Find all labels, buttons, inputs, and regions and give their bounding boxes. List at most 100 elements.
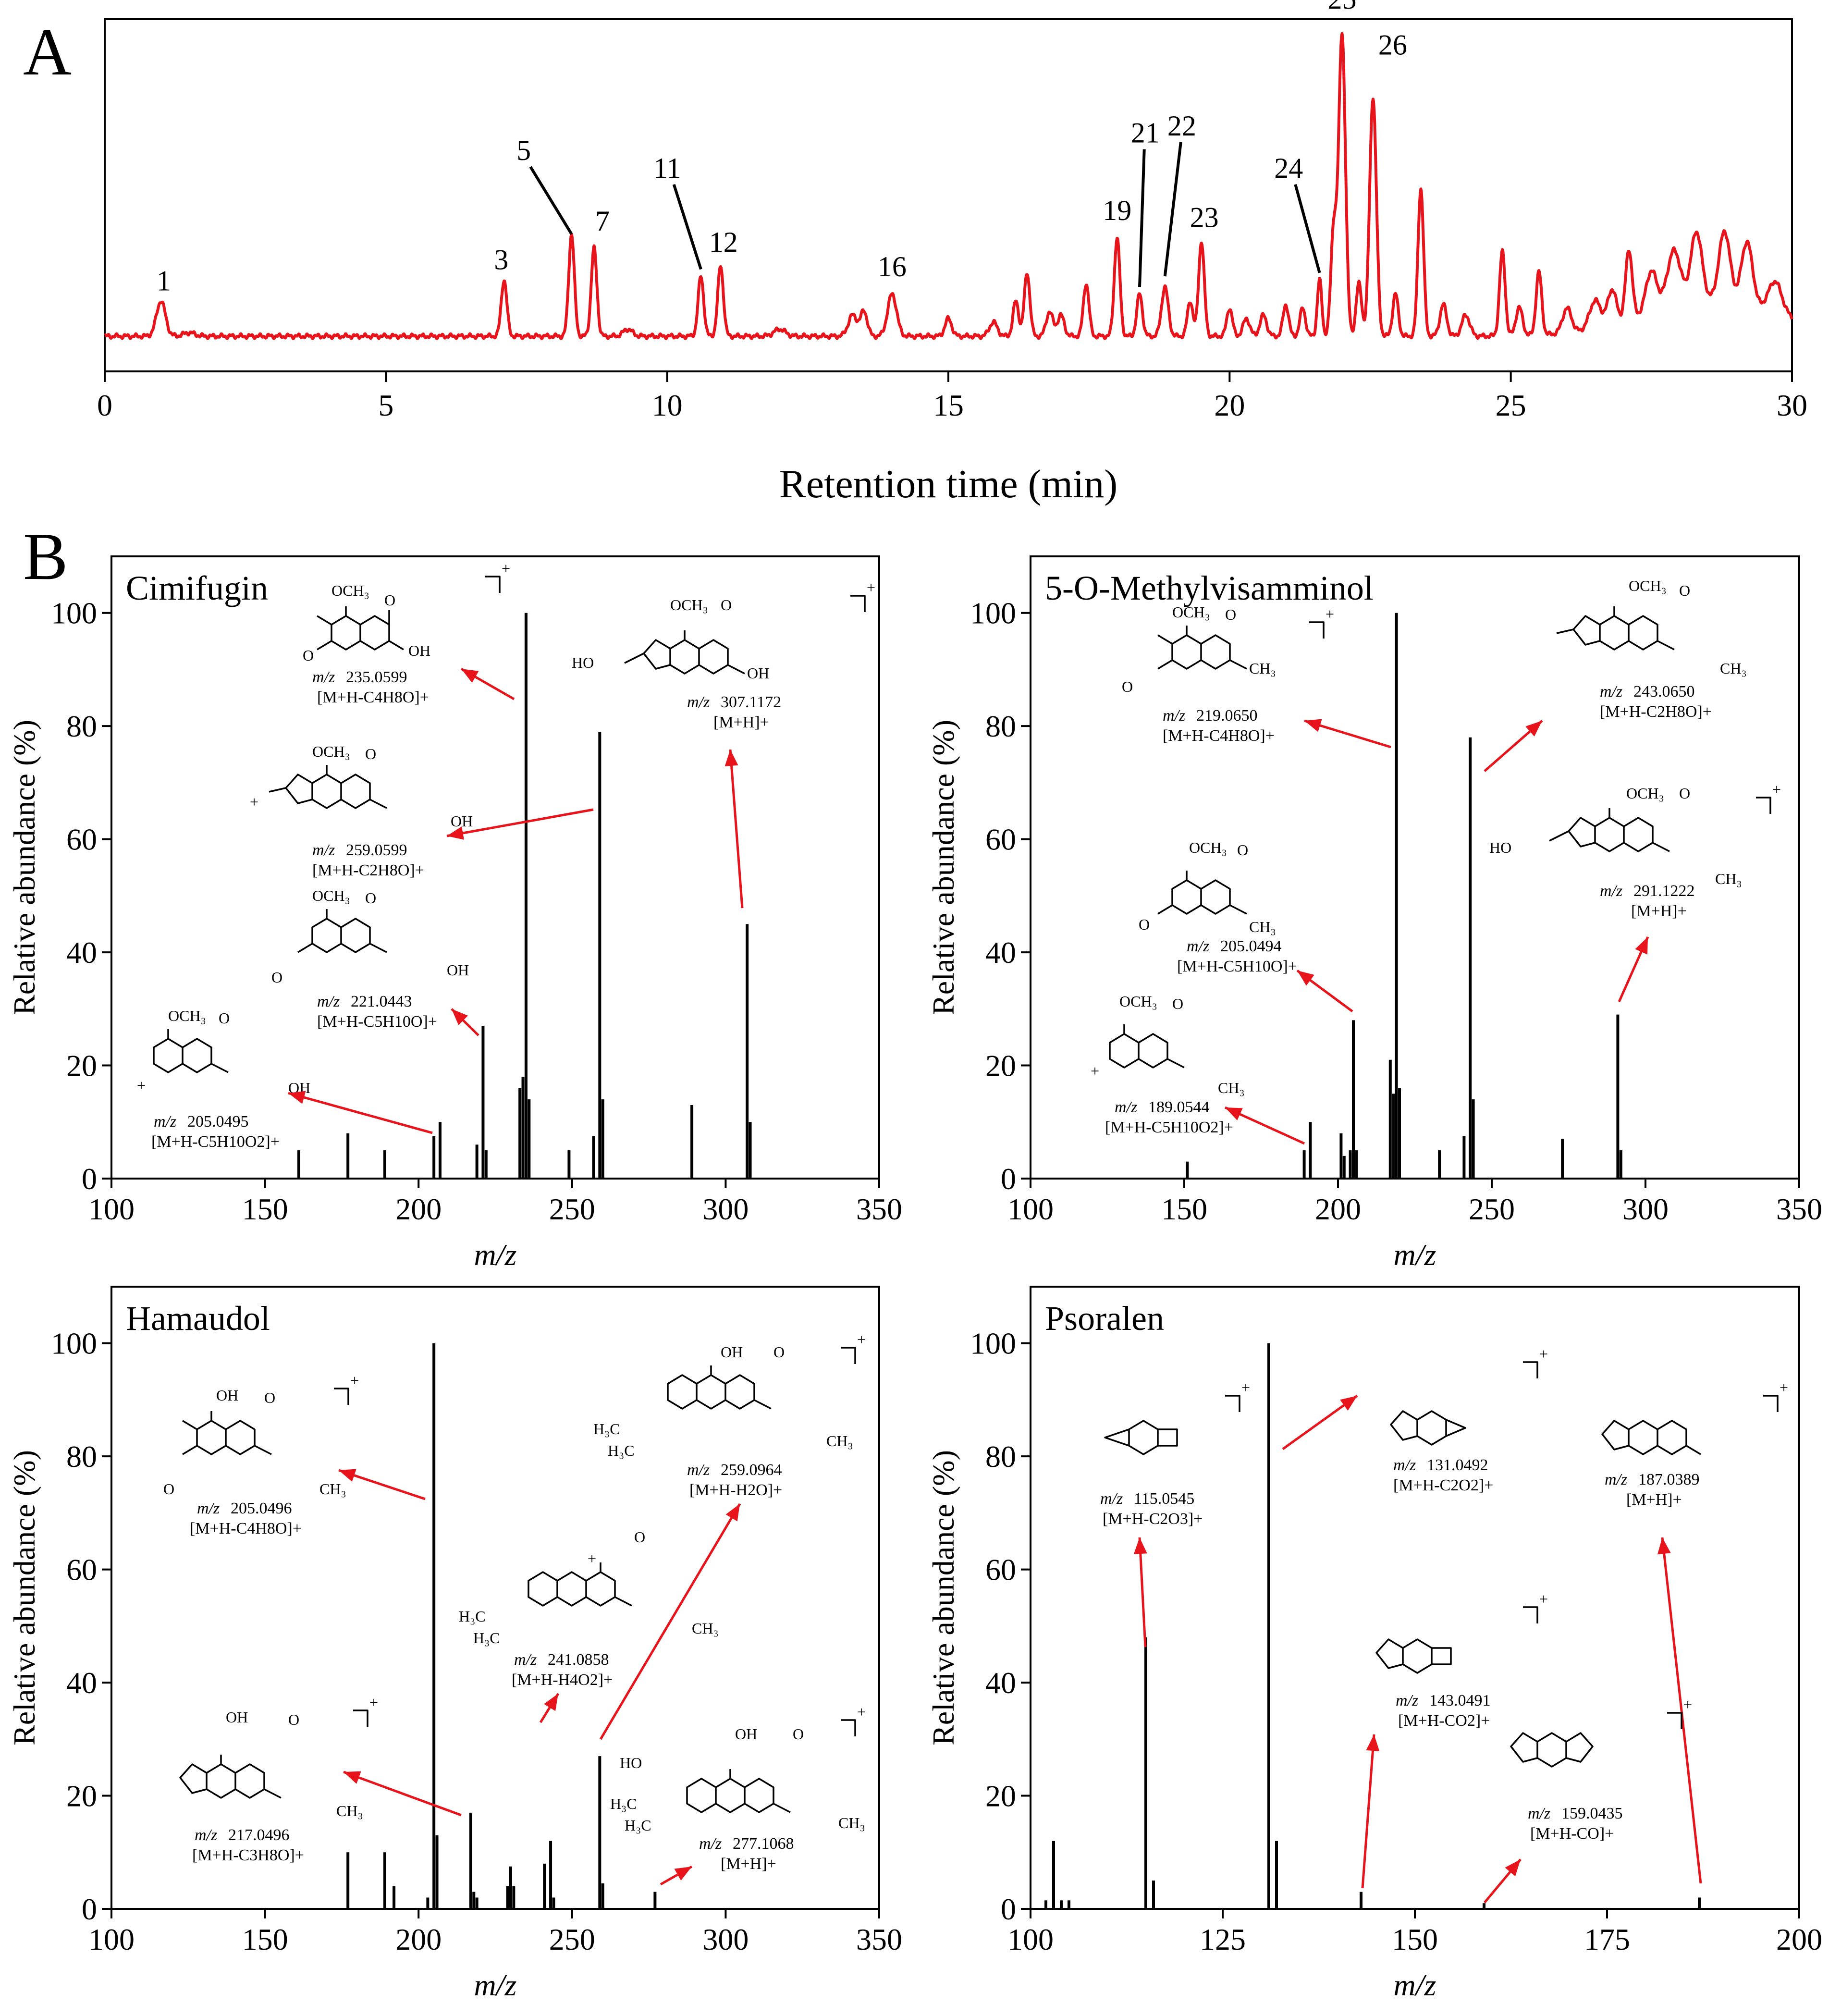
- x-tick-label: 350: [856, 1922, 902, 1956]
- fragment-mz: 221.0443: [351, 993, 412, 1010]
- cimifugin-fragment-307: OCH₃ O HO OH m/z 307.1172 [M+H]+: [572, 596, 781, 731]
- dihydrofurochromone-structure-icon: [1549, 808, 1670, 852]
- atom-label-plus: +: [588, 1550, 596, 1567]
- atom-label-o: O: [163, 1480, 174, 1498]
- arrowhead-icon: [1635, 937, 1648, 955]
- arrowhead-icon: [1505, 1859, 1521, 1877]
- fragment-arrow: [1138, 1537, 1147, 1647]
- dihydrofurochromone-structure-icon: [624, 630, 745, 675]
- x-tick-label: 25: [1496, 388, 1526, 422]
- atom-label-h3c: H₃C: [459, 1608, 486, 1625]
- x-tick-label: 300: [702, 1192, 749, 1226]
- fragment-ion: [M+H-C5H10O2]+: [151, 1133, 280, 1151]
- spectrum-cimifugin: 100 150 200 250 300 350 0 20 40 60 80 100 m/z Relativ…: [7, 555, 902, 1272]
- fragment-mz: 205.0496: [231, 1500, 292, 1517]
- atom-label-o: O: [773, 1343, 785, 1361]
- y-tick-label: 20: [66, 1779, 97, 1813]
- x-tick-label: 200: [1315, 1192, 1361, 1226]
- peak-leader-line: [529, 166, 573, 235]
- psoralen-fragment-115: m/z 115.0545 [M+H-C2O3]+: [1100, 1420, 1203, 1528]
- x-tick-label: 15: [933, 388, 964, 422]
- panel-label-b: B: [23, 519, 68, 594]
- peak-leader-line: [672, 184, 702, 270]
- ion-charge-icon: +: [1780, 1379, 1788, 1396]
- furochromone-structure-icon: [1556, 606, 1675, 651]
- ion-bracket-icon: [841, 1347, 856, 1364]
- compound-name: 5-O-Methylvisamminol: [1045, 569, 1374, 607]
- fragment-mz: 205.0494: [1220, 937, 1282, 955]
- atom-label-oh: OH: [747, 664, 769, 682]
- y-tick-label: 60: [66, 1553, 97, 1587]
- fragment-ion: [M+H-H2O]+: [689, 1481, 782, 1499]
- mz-prefix: m/z: [195, 1826, 217, 1844]
- ion-charge-icon: +: [502, 560, 510, 577]
- x-axis-title: m/z: [1394, 1238, 1436, 1272]
- atom-label-o: O: [1679, 582, 1690, 599]
- y-tick-label: 60: [985, 1553, 1016, 1587]
- arrowhead-icon: [725, 1504, 740, 1522]
- chromone-structure-icon: [182, 1411, 272, 1455]
- fragment-ion: [M+H-C4H8O]+: [190, 1520, 302, 1537]
- chromone-structure-icon: [1109, 1024, 1185, 1069]
- x-axis-title: Retention time (min): [779, 462, 1118, 506]
- arrowhead-icon: [447, 826, 464, 840]
- fragment-mz: 187.0389: [1638, 1471, 1700, 1488]
- atom-label-plus: +: [137, 1077, 146, 1094]
- methylvisamminol-fragment-219: OCH₃ O CH₃ O m/z 219.0650 [M+H-C4H8O]+: [1122, 603, 1276, 745]
- atom-label-oh: OH: [735, 1725, 757, 1743]
- fragment-ion: [M+H-C2H8O]+: [1600, 703, 1712, 721]
- fragment-ion: [M+H]+: [1631, 902, 1687, 920]
- compound-name: Hamaudol: [126, 1299, 270, 1338]
- methylvisamminol-fragment-205: OCH₃ O CH₃ O m/z 205.0494 [M+H-C5H10O]+: [1139, 839, 1297, 975]
- x-tick-label: 200: [1776, 1922, 1822, 1956]
- arrowhead-icon: [674, 1867, 692, 1881]
- ion-bracket-icon: [1523, 1361, 1538, 1378]
- fragment-arrow: [1361, 1734, 1375, 1889]
- arrowhead-icon: [1304, 719, 1322, 732]
- atom-label-ch3: CH₃: [336, 1802, 363, 1819]
- arrowhead-icon: [461, 669, 479, 683]
- fragment-ion: [M+H-C3H8O]+: [192, 1846, 304, 1864]
- peak-label: 16: [878, 251, 907, 283]
- mz-prefix: m/z: [154, 1113, 176, 1131]
- ion-charge-icon: +: [867, 579, 875, 596]
- atom-label-ch3: CH₃: [1715, 870, 1742, 887]
- chromatogram-trace: [104, 32, 1793, 340]
- hamaudol-fragment-205: OH O CH₃ O m/z 205.0496 [M+H-C4H8O]+: [163, 1387, 346, 1537]
- atom-label-och3: OCH₃: [1629, 577, 1667, 594]
- fragment-ion: [M+H-C4H8O]+: [1163, 727, 1275, 745]
- peak-label: 23: [1190, 201, 1219, 233]
- atom-label-ch3: CH₃: [1218, 1079, 1245, 1096]
- fragment-mz: 115.0545: [1134, 1490, 1194, 1508]
- atom-label-ch3: CH₃: [1720, 660, 1747, 677]
- psoralen-fragment-143: m/z 143.0491 [M+H-CO2]+: [1375, 1638, 1491, 1730]
- fragment-ion: [M+H]+: [1626, 1491, 1682, 1509]
- ion-charge-icon: +: [350, 1372, 359, 1389]
- fragment-mz: 219.0650: [1196, 707, 1258, 725]
- atom-label-och3: OCH₃: [1189, 839, 1227, 856]
- atom-label-ch3: CH₃: [692, 1620, 719, 1637]
- atom-label-och3: OCH₃: [1172, 603, 1210, 621]
- x-tick-label: 0: [97, 388, 112, 422]
- y-tick-label: 100: [51, 1327, 97, 1361]
- atom-label-oh: OH: [447, 961, 469, 979]
- x-tick-label: 100: [1007, 1192, 1054, 1226]
- fragment-mz: 241.0858: [548, 1651, 609, 1669]
- atom-label-och3: OCH₃: [312, 743, 350, 760]
- atom-label-h3c: H₃C: [625, 1817, 651, 1834]
- ion-charge-icon: +: [369, 1694, 378, 1711]
- atom-label-o: O: [634, 1528, 645, 1546]
- fragment-mz: 143.0491: [1429, 1692, 1491, 1709]
- ion-charge-icon: +: [857, 1703, 866, 1721]
- atom-label-o: O: [1679, 785, 1690, 802]
- y-tick-label: 100: [970, 1327, 1016, 1361]
- mz-prefix: m/z: [699, 1835, 722, 1853]
- atom-label-o: O: [721, 596, 732, 614]
- peak-leader-line: [1138, 149, 1146, 287]
- x-tick-label: 350: [1776, 1192, 1822, 1226]
- x-tick-label: 150: [1161, 1192, 1207, 1226]
- fragment-ion: [M+H-C5H10O]+: [317, 1013, 437, 1031]
- ion-bracket-icon: [1309, 621, 1325, 639]
- fragment-ion: [M+H]+: [721, 1855, 776, 1873]
- y-tick-label: 60: [985, 823, 1016, 857]
